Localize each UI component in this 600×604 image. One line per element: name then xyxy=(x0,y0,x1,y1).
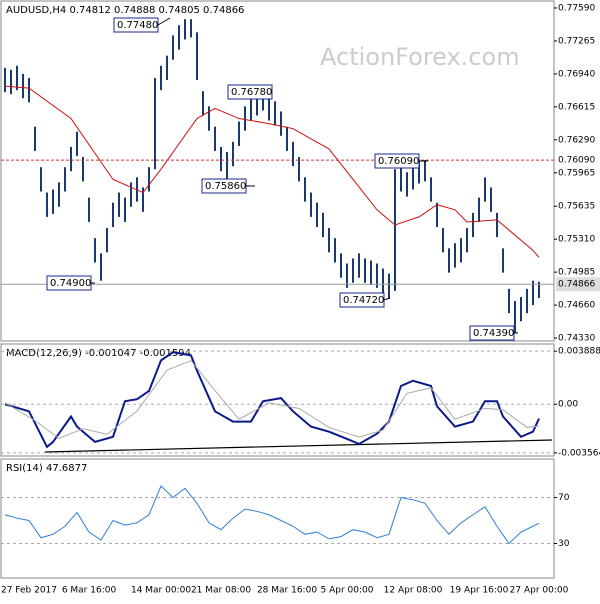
watermark: ActionForex.com xyxy=(320,43,520,71)
macd-line xyxy=(4,351,540,449)
annotation-box xyxy=(469,325,515,341)
price-title: AUDUSD,H4 0.74812 0.74888 0.74805 0.7486… xyxy=(6,5,244,16)
y-tick-label: 0.75310 xyxy=(558,235,595,245)
y-tick-label: 0.76615 xyxy=(558,102,595,112)
y-tick-label: 0.76940 xyxy=(558,69,595,79)
annotation-box xyxy=(46,275,92,291)
annotation: 0.76090 xyxy=(378,156,419,167)
annotation-leader xyxy=(157,17,171,26)
y-tick-label: 0.00 xyxy=(558,400,578,410)
x-tick-label: 28 Mar 16:00 xyxy=(257,586,317,596)
annotation-box xyxy=(339,292,385,308)
annotation-box xyxy=(113,17,159,33)
y-tick-label: 0.77590 xyxy=(558,4,595,14)
x-tick-label: 27 Feb 2017 xyxy=(1,586,57,596)
x-tick-label: 5 Apr 00:00 xyxy=(321,586,374,596)
y-tick-label: 70 xyxy=(558,493,570,503)
annotation: 0.74900 xyxy=(50,278,91,289)
x-tick-label: 19 Apr 16:00 xyxy=(450,586,509,596)
y-tick-label: 0.77265 xyxy=(558,36,595,46)
indicator-line xyxy=(4,359,540,439)
x-tick-label: 12 Apr 08:00 xyxy=(384,586,443,596)
last-price-tag xyxy=(556,277,600,292)
annotation-box xyxy=(201,178,247,194)
annotation-box xyxy=(374,153,420,169)
y-tick-label: 0.75635 xyxy=(558,202,595,212)
price-panel xyxy=(0,0,555,342)
rsi-title: RSI(14) 47.6877 xyxy=(6,463,87,474)
x-tick-label: 27 Apr 00:00 xyxy=(510,586,569,596)
macd-panel xyxy=(0,343,555,457)
level-tag xyxy=(556,153,600,168)
y-tick-label: 0.74985 xyxy=(558,268,595,278)
last-price-label: 0.74866 xyxy=(558,280,595,290)
annotation-leader xyxy=(383,297,391,301)
moving-average xyxy=(4,85,540,258)
rsi-panel xyxy=(0,458,555,579)
y-tick-label: 0.74660 xyxy=(558,301,595,311)
y-tick-label: -0.003564 xyxy=(558,448,600,458)
annotation: 0.74720 xyxy=(343,295,384,306)
y-tick-label: 0.75965 xyxy=(558,168,595,178)
annotation-box xyxy=(227,84,273,100)
x-tick-label: 6 Mar 16:00 xyxy=(62,586,117,596)
x-tick-label: 14 Mar 00:00 xyxy=(131,586,191,596)
y-tick-label: 0.76290 xyxy=(558,135,595,145)
y-tick-label: 30 xyxy=(558,539,570,549)
y-tick-label: 0.74330 xyxy=(558,334,595,344)
level-label: 0.76090 xyxy=(558,156,595,166)
macd-title: MACD(12,26,9) -0.001047 -0.001594 xyxy=(6,348,191,359)
indicator-line xyxy=(4,485,540,545)
annotation: 0.77480 xyxy=(117,20,158,31)
annotation: 0.74390 xyxy=(473,328,514,339)
y-tick-label: 0.003888 xyxy=(558,347,600,357)
x-tick-label: 21 Mar 08:00 xyxy=(191,586,251,596)
trend-line xyxy=(44,439,553,453)
annotation: 0.76780 xyxy=(231,87,272,98)
annotation: 0.75860 xyxy=(205,181,246,192)
